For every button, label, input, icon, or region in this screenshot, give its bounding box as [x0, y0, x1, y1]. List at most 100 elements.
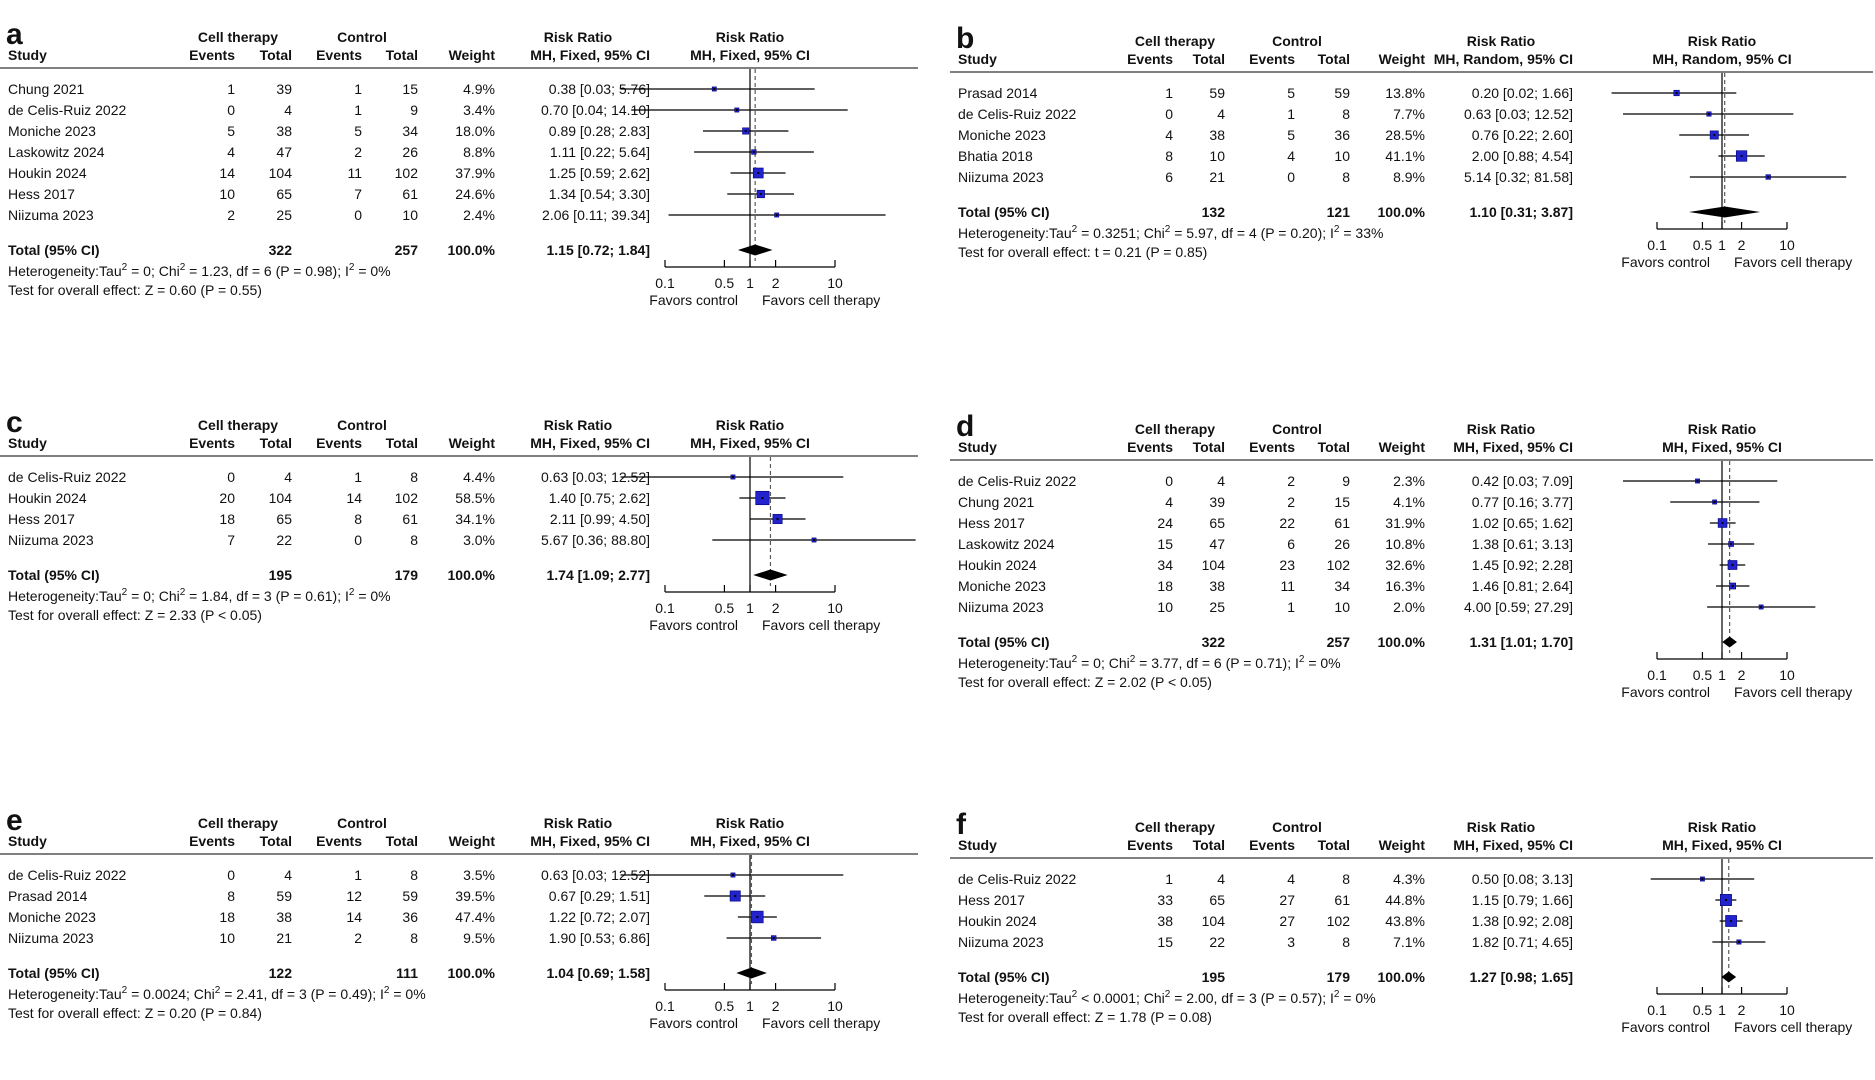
weight-cell: 7.7% [1393, 106, 1425, 122]
risk-ratio-ci-text: 1.34 [0.54; 3.30] [549, 186, 650, 202]
events-cell-therapy-cell: 0 [227, 867, 235, 883]
col-header-total-control: Total [1318, 439, 1350, 455]
favors-left-label: Favors control [649, 292, 738, 308]
col-header-study: Study [8, 435, 47, 451]
events-cell-therapy-cell: 24 [1157, 515, 1173, 531]
total-control-cell: 8 [1342, 169, 1350, 185]
total-cell-therapy-cell: 59 [1209, 85, 1225, 101]
events-cell-therapy-cell: 34 [1157, 557, 1173, 573]
events-control-cell: 5 [1287, 85, 1295, 101]
overall-test-text: Test for overall effect: Z = 0.60 (P = 0… [8, 282, 262, 298]
weight-cell: 2.4% [463, 207, 495, 223]
total-control-cell: 59 [1334, 85, 1350, 101]
events-cell-therapy-cell: 15 [1157, 934, 1173, 950]
events-cell-therapy-cell: 10 [219, 930, 235, 946]
study-name: Niizuma 2023 [8, 532, 94, 548]
axis-tick-label: 1 [746, 998, 754, 1014]
total-cell-therapy-cell: 65 [276, 186, 292, 202]
col-header-events-cell-therapy: Events [189, 435, 235, 451]
effect-square-center [1760, 606, 1763, 608]
favors-left-label: Favors control [1621, 684, 1710, 700]
total-cell-therapy-cell: 47 [276, 144, 292, 160]
col-header-weight: Weight [449, 833, 496, 849]
study-row: Niizuma 2023 7 22 0 8 3.0% 5.67 [0.36; 88.80] [8, 532, 916, 548]
total-control-cell: 59 [402, 888, 418, 904]
col-header-events-control: Events [316, 435, 362, 451]
total-cell-therapy-cell: 38 [1209, 578, 1225, 594]
risk-ratio-ci-text: 0.76 [0.22; 2.60] [1472, 127, 1573, 143]
total-cell-therapy-cell: 195 [269, 567, 293, 583]
total-control-cell: 15 [402, 81, 418, 97]
risk-ratio-ci-text: 0.50 [0.08; 3.13] [1472, 871, 1573, 887]
effect-square-center [735, 109, 738, 111]
effect-square-center [775, 214, 778, 216]
col-header-model-plot-col: MH, Fixed, 95% CI [1662, 837, 1782, 853]
col-header-events-cell-therapy: Events [1127, 51, 1173, 67]
weight-cell: 44.8% [1385, 892, 1425, 908]
study-row: Houkin 2024 20 104 14 102 58.5% 1.40 [0.75; 2.… [8, 490, 786, 506]
study-name: Moniche 2023 [958, 578, 1046, 594]
events-control-cell: 2 [1287, 494, 1295, 510]
col-header-events-control: Events [1249, 51, 1295, 67]
favors-left-label: Favors control [649, 1015, 738, 1031]
panel-b: b Cell therapy Control Risk Ratio Risk Ratio… [950, 22, 1873, 270]
total-control-cell: 34 [1334, 578, 1350, 594]
study-name: Hess 2017 [8, 186, 75, 202]
events-control-cell: 0 [354, 532, 362, 548]
events-control-cell: 5 [354, 123, 362, 139]
col-header-events-control: Events [1249, 439, 1295, 455]
risk-ratio-ci-text: 0.70 [0.04; 14.10] [541, 102, 650, 118]
total-label: Total (95% CI) [8, 567, 100, 583]
total-control-cell: 26 [1334, 536, 1350, 552]
events-cell-therapy-cell: 18 [1157, 578, 1173, 594]
risk-ratio-ci-text: 2.00 [0.88; 4.54] [1472, 148, 1573, 164]
total-cell-therapy-cell: 322 [1202, 634, 1226, 650]
total-cell-therapy-cell: 10 [1209, 148, 1225, 164]
group-header-cell-therapy: Cell therapy [1135, 33, 1215, 49]
weight-cell: 3.5% [463, 867, 495, 883]
study-name: Chung 2021 [8, 81, 85, 97]
axis-tick-label: 10 [827, 998, 843, 1014]
effect-square-center [1724, 899, 1727, 901]
weight-cell: 4.3% [1393, 871, 1425, 887]
col-header-model-plot-col: MH, Fixed, 95% CI [690, 435, 810, 451]
col-header-events-cell-therapy: Events [189, 833, 235, 849]
study-row: de Celis-Ruiz 2022 0 4 1 9 3.4% 0.70 [0.04; 14… [8, 102, 848, 118]
events-control-cell: 0 [1287, 169, 1295, 185]
weight-cell: 3.4% [463, 102, 495, 118]
total-cell-therapy-cell: 25 [1209, 599, 1225, 615]
col-header-total-control: Total [386, 435, 418, 451]
effect-square-center [772, 937, 775, 939]
col-header-total-control: Total [386, 47, 418, 63]
panel-letter: a [6, 18, 23, 51]
heterogeneity-text: Heterogeneity:Tau2 = 0; Chi2 = 3.77, df … [958, 654, 1341, 671]
study-row: Moniche 2023 18 38 14 36 47.4% 1.22 [0.72; 2.0… [8, 909, 777, 925]
weight-cell: 10.8% [1385, 536, 1425, 552]
total-row: Total (95% CI) 195 179 100.0% 1.74 [1.09; 2.… [8, 567, 788, 583]
events-cell-therapy-cell: 0 [1165, 106, 1173, 122]
total-cell-therapy-cell: 104 [1202, 557, 1226, 573]
favors-left-label: Favors control [649, 617, 738, 633]
events-control-cell: 2 [354, 144, 362, 160]
heterogeneity-text: Heterogeneity:Tau2 < 0.0001; Chi2 = 2.00… [958, 989, 1376, 1006]
effect-header-text-col: Risk Ratio [544, 815, 612, 831]
total-cell-therapy-cell: 104 [269, 490, 293, 506]
axis-tick-label: 0.5 [715, 275, 735, 291]
risk-ratio-ci-text: 2.06 [0.11; 39.34] [542, 207, 650, 223]
risk-ratio-ci-text: 1.02 [0.65; 1.62] [1472, 515, 1573, 531]
col-header-model-text-col: MH, Fixed, 95% CI [1453, 837, 1573, 853]
heterogeneity-text: Heterogeneity:Tau2 = 0; Chi2 = 1.84, df … [8, 587, 391, 604]
total-cell-therapy-cell: 38 [1209, 127, 1225, 143]
study-row: Hess 2017 18 65 8 61 34.1% 2.11 [0.99; 4.50] [8, 511, 806, 527]
axis-tick-label: 10 [1779, 1002, 1795, 1018]
col-header-model-text-col: MH, Fixed, 95% CI [530, 833, 650, 849]
events-cell-therapy-cell: 15 [1157, 536, 1173, 552]
events-control-cell: 4 [1287, 148, 1295, 164]
axis-tick-label: 1 [1718, 667, 1726, 683]
total-control-cell: 102 [1327, 557, 1351, 573]
effect-square-center [761, 497, 764, 499]
effect-header-plot-col: Risk Ratio [716, 815, 784, 831]
study-row: de Celis-Ruiz 2022 0 4 1 8 7.7% 0.63 [0.03; 12… [958, 106, 1794, 122]
events-control-cell: 7 [354, 186, 362, 202]
